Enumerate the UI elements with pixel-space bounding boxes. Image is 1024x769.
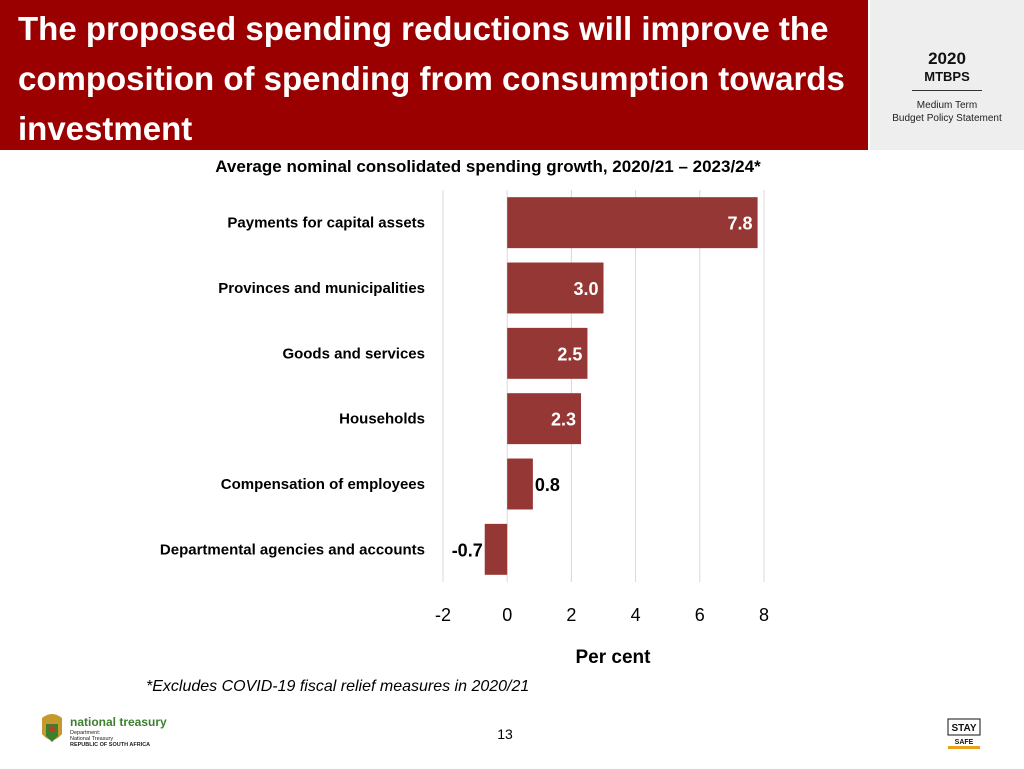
bar bbox=[484, 523, 508, 575]
treasury-sub: National Treasury bbox=[70, 736, 114, 742]
treasury-name: national treasury bbox=[70, 715, 167, 729]
bar bbox=[507, 393, 582, 445]
footnote: *Excludes COVID-19 fiscal relief measure… bbox=[146, 678, 530, 695]
data-label: 2.5 bbox=[557, 344, 582, 364]
badge-name: MTBPS bbox=[924, 69, 970, 84]
mtbps-badge: 2020 MTBPS Medium Term Budget Policy Sta… bbox=[870, 0, 1024, 150]
stay-safe-bottom: SAFE bbox=[955, 739, 974, 746]
x-tick-label: 4 bbox=[631, 605, 641, 625]
category-label: Departmental agencies and accounts bbox=[160, 541, 425, 558]
data-label: 0.8 bbox=[535, 475, 560, 495]
x-axis-title: Per cent bbox=[576, 647, 652, 668]
x-tick-label: 8 bbox=[759, 605, 769, 625]
badge-line-1: Medium Term bbox=[916, 100, 978, 111]
bar bbox=[507, 197, 758, 249]
x-tick-label: 2 bbox=[566, 605, 576, 625]
category-label: Compensation of employees bbox=[221, 476, 425, 493]
bar bbox=[507, 262, 604, 314]
data-label: 2.3 bbox=[551, 410, 576, 430]
treasury-country: REPUBLIC OF SOUTH AFRICA bbox=[70, 742, 151, 748]
coat-of-arms-icon bbox=[42, 714, 62, 742]
bar bbox=[507, 327, 588, 379]
x-tick-label: 6 bbox=[695, 605, 705, 625]
category-label: Goods and services bbox=[282, 345, 425, 362]
x-tick-label: 0 bbox=[502, 605, 512, 625]
slide-title: The proposed spending reductions will im… bbox=[18, 10, 845, 147]
badge-divider bbox=[912, 90, 982, 91]
page-number: 13 bbox=[497, 726, 513, 742]
x-tick-label: -2 bbox=[435, 605, 451, 625]
badge-line-2: Budget Policy Statement bbox=[892, 113, 1002, 124]
category-label: Payments for capital assets bbox=[227, 215, 425, 232]
data-label: 7.8 bbox=[728, 214, 753, 234]
category-label: Households bbox=[339, 411, 425, 428]
title-banner: The proposed spending reductions will im… bbox=[0, 0, 868, 150]
data-label: 3.0 bbox=[573, 279, 598, 299]
chart-title: Average nominal consolidated spending gr… bbox=[215, 157, 761, 176]
badge-year: 2020 bbox=[928, 49, 966, 68]
stay-safe-top: STAY bbox=[951, 723, 976, 734]
stay-safe-icon: STAY SAFE bbox=[947, 718, 981, 749]
treasury-dept: Department: bbox=[70, 730, 101, 736]
category-label: Provinces and municipalities bbox=[218, 280, 425, 297]
bar bbox=[507, 458, 533, 510]
data-label: -0.7 bbox=[452, 540, 483, 560]
